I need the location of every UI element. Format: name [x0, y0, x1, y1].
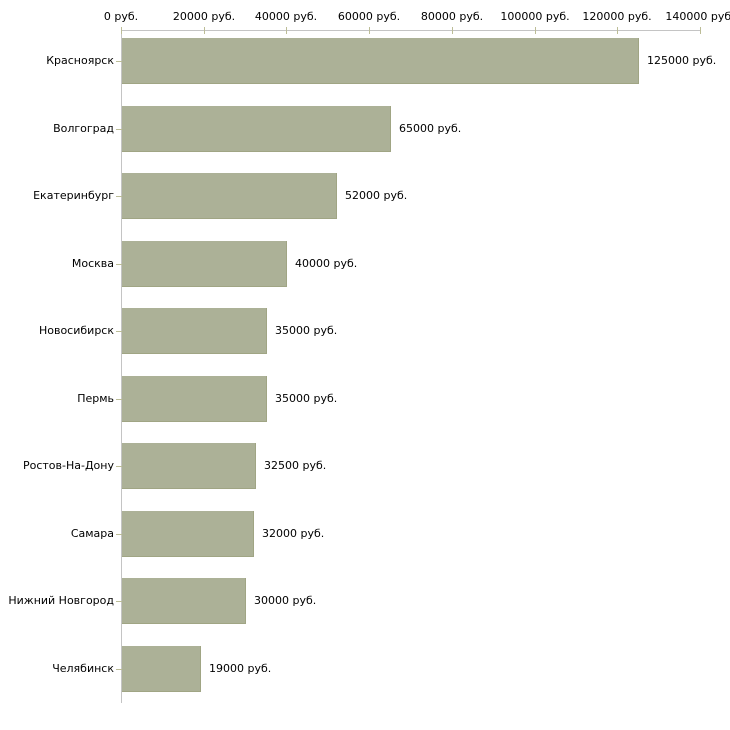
x-axis-tick-label: 120000 руб. — [582, 10, 652, 23]
category-label: Челябинск — [52, 662, 114, 675]
category-label: Красноярск — [46, 54, 114, 67]
x-axis-line — [121, 30, 701, 31]
bar-4 — [122, 241, 287, 287]
value-label: 125000 руб. — [647, 54, 717, 67]
category-label: Нижний Новгород — [8, 594, 114, 607]
y-axis-tick — [116, 331, 122, 332]
bar-2 — [122, 106, 391, 152]
x-axis-tick — [452, 27, 453, 34]
bar-10 — [122, 646, 201, 692]
y-axis-tick — [116, 466, 122, 467]
value-label: 35000 руб. — [275, 324, 338, 337]
bar-3 — [122, 173, 337, 219]
bar-7 — [122, 443, 256, 489]
x-axis-tick-label: 0 руб. — [103, 10, 139, 23]
value-label: 65000 руб. — [399, 122, 462, 135]
x-axis-tick-label: 60000 руб. — [337, 10, 401, 23]
category-label: Екатеринбург — [33, 189, 114, 202]
category-label: Пермь — [77, 392, 114, 405]
bar-1 — [122, 38, 639, 84]
y-axis-tick — [116, 129, 122, 130]
x-axis-tick-label: 100000 руб. — [500, 10, 570, 23]
x-axis-tick — [535, 27, 536, 34]
y-axis-tick — [116, 264, 122, 265]
y-axis-tick — [116, 534, 122, 535]
category-label: Новосибирск — [38, 324, 114, 337]
y-axis-tick — [116, 196, 122, 197]
value-label: 19000 руб. — [209, 662, 272, 675]
y-axis-line — [121, 30, 122, 703]
category-label: Москва — [71, 257, 114, 270]
value-label: 32000 руб. — [262, 527, 325, 540]
category-label: Самара — [70, 527, 114, 540]
x-axis-tick-label: 80000 руб. — [420, 10, 484, 23]
x-axis-tick-label: 140000 руб. — [665, 10, 730, 23]
y-axis-tick — [116, 601, 122, 602]
x-axis-tick — [369, 27, 370, 34]
x-axis-tick-label: 20000 руб. — [172, 10, 236, 23]
bar-8 — [122, 511, 254, 557]
category-label: Ростов-На-Дону — [22, 459, 114, 472]
bar-9 — [122, 578, 246, 624]
bar-5 — [122, 308, 267, 354]
category-label: Волгоград — [53, 122, 114, 135]
x-axis-tick — [617, 27, 618, 34]
value-label: 52000 руб. — [345, 189, 408, 202]
value-label: 30000 руб. — [254, 594, 317, 607]
y-axis-tick — [116, 669, 122, 670]
value-label: 32500 руб. — [264, 459, 327, 472]
x-axis-tick — [121, 27, 122, 34]
value-label: 35000 руб. — [275, 392, 338, 405]
x-axis-tick — [286, 27, 287, 34]
y-axis-tick — [116, 399, 122, 400]
value-label: 40000 руб. — [295, 257, 358, 270]
bar-6 — [122, 376, 267, 422]
x-axis-tick — [700, 27, 701, 34]
x-axis-tick-label: 40000 руб. — [254, 10, 318, 23]
y-axis-tick — [116, 61, 122, 62]
x-axis-tick — [204, 27, 205, 34]
